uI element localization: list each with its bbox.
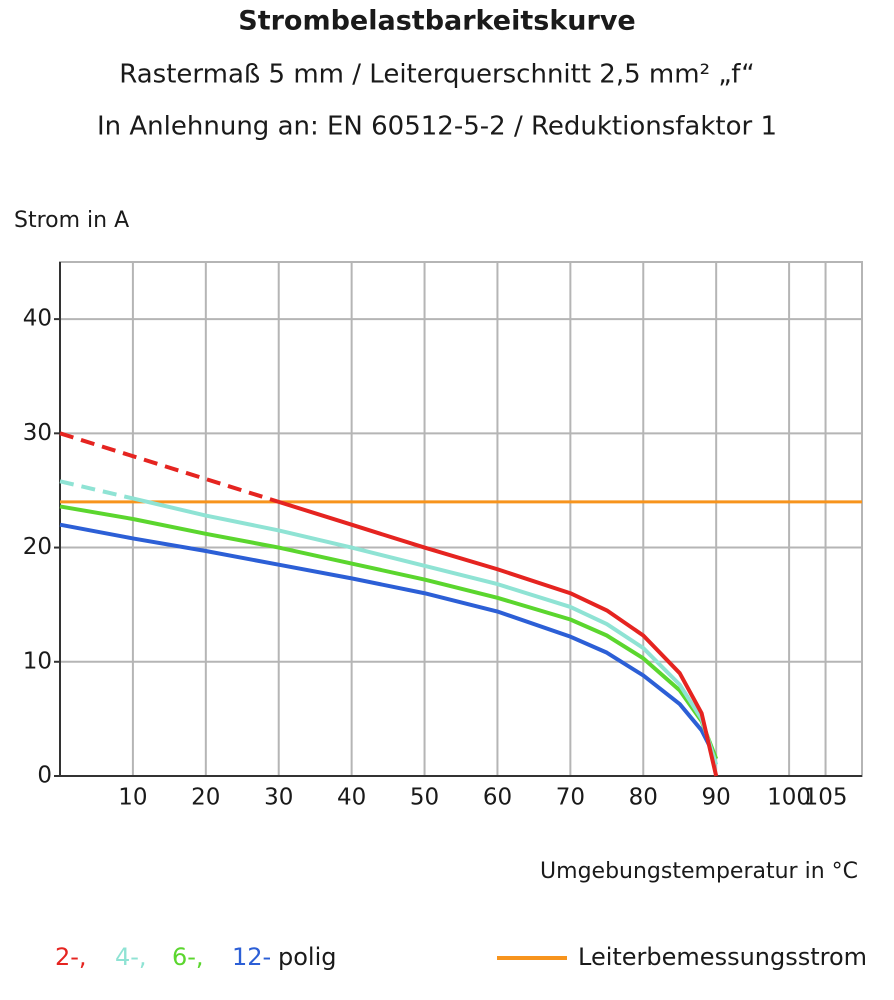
x-tick-label: 80: [629, 785, 658, 811]
x-tick-label: 90: [702, 785, 731, 811]
x-tick-label: 50: [410, 785, 439, 811]
chart-title: Strombelastbarkeitskurve: [238, 6, 636, 37]
x-tick-label: 60: [483, 785, 512, 811]
x-tick-label: 100: [767, 785, 811, 811]
x-tick-label: 30: [264, 785, 293, 811]
x-tick-label: 40: [337, 785, 366, 811]
line: [278, 499, 719, 777]
y-tick-label: 10: [23, 648, 52, 674]
chart-subtitle: Rastermaß 5 mm / Leiterquerschnitt 2,5 m…: [119, 60, 754, 90]
legend-label: 12-: [232, 943, 271, 971]
line: [59, 504, 719, 760]
y-tick-label: 20: [23, 534, 52, 560]
y-axis-label: Strom in A: [14, 208, 129, 233]
y-tick-label: 40: [23, 306, 52, 332]
dashed-line: [59, 479, 134, 501]
dashed-line: [59, 431, 280, 504]
y-tick-label: 30: [23, 420, 52, 446]
y-tick-label: 0: [37, 763, 52, 789]
x-tick-label: 70: [556, 785, 585, 811]
legend-label: 4-,: [115, 943, 147, 971]
x-tick-label: 105: [804, 785, 848, 811]
legend-label: 6-,: [172, 943, 204, 971]
x-tick-label: 10: [118, 785, 147, 811]
legend-label: Leiterbemessungsstrom: [578, 943, 867, 971]
x-tick-label: 20: [191, 785, 220, 811]
line: [132, 496, 719, 766]
line: [59, 522, 718, 760]
legend-label: polig: [278, 943, 337, 971]
chart-subtitle: In Anlehnung an: EN 60512-5-2 / Reduktio…: [97, 112, 777, 142]
legend-label: 2-,: [55, 943, 87, 971]
plot-frame: [59, 261, 863, 777]
x-axis-label: Umgebungstemperatur in °C: [540, 859, 858, 884]
